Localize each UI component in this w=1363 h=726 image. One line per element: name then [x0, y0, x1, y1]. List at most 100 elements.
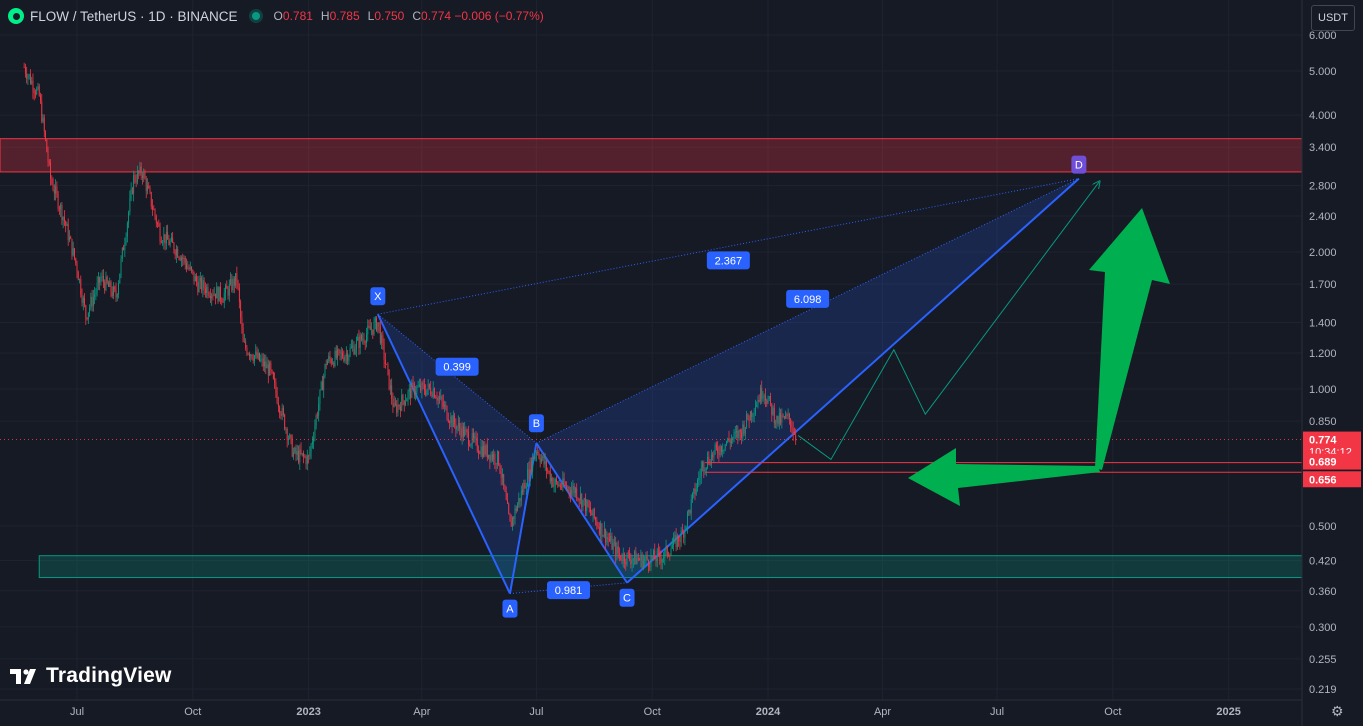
x-tick-label: 2023 [296, 706, 320, 718]
candle-body [28, 74, 30, 76]
candle-body [542, 456, 544, 459]
candle-body [494, 454, 496, 464]
candle-body [318, 403, 320, 416]
candle-body [771, 403, 773, 415]
candle-body [475, 436, 477, 438]
candle-body [673, 537, 675, 546]
candle-body [793, 433, 795, 435]
candle-body [56, 186, 58, 194]
candle-body [303, 453, 305, 457]
candle-body [681, 530, 683, 533]
candle-body [447, 419, 449, 422]
candle-body [693, 488, 695, 494]
candle-body [608, 539, 610, 541]
candle-body [397, 404, 399, 413]
candle-body [293, 452, 294, 457]
price-label-2: 0.656 [1309, 474, 1337, 486]
candle-body [556, 479, 557, 482]
candle-body [525, 486, 527, 489]
candle-body [309, 452, 311, 457]
x-tick-label: Apr [413, 706, 430, 718]
candle-body [585, 498, 586, 512]
candle-body [729, 440, 731, 444]
candle-body [271, 370, 273, 373]
symbol-header[interactable]: FLOW / TetherUS · 1D · BINANCE O0.781 H0… [8, 6, 552, 26]
candle-body [485, 444, 487, 455]
candle-body [344, 356, 346, 361]
candle-body [566, 485, 568, 489]
candle-body [66, 223, 68, 226]
candle-body [504, 485, 506, 492]
candle-body [592, 508, 594, 516]
candle-body [583, 498, 585, 500]
candle-body [183, 257, 185, 260]
candle-body [352, 345, 354, 347]
currency-selector[interactable]: USDT [1311, 5, 1355, 31]
candle-body [549, 471, 551, 482]
candle-body [595, 517, 597, 521]
candle-body [290, 434, 292, 438]
y-tick-label: 2.000 [1309, 247, 1337, 259]
candle-body [277, 403, 279, 407]
candle-body [627, 552, 629, 554]
candle-body [141, 175, 143, 178]
candle-body [462, 426, 464, 437]
y-tick-label: 0.500 [1309, 521, 1337, 533]
candle-body [379, 326, 381, 344]
candle-body [620, 555, 622, 560]
candle-body [173, 242, 175, 252]
candle-body [535, 452, 537, 455]
candle-body [227, 288, 229, 296]
candle-body [74, 248, 75, 259]
candle-body [241, 317, 243, 328]
candle-body [467, 432, 469, 445]
gear-icon[interactable]: ⚙ [1331, 703, 1344, 719]
y-tick-label: 2.800 [1309, 181, 1337, 193]
candle-body [140, 166, 142, 176]
candle-body [79, 279, 80, 281]
candle-body [593, 508, 595, 518]
candle-body [131, 188, 133, 194]
candle-body [768, 395, 770, 400]
candle-body [785, 414, 787, 419]
candle-body [490, 454, 492, 462]
candle-body [737, 430, 739, 438]
candle-body [373, 322, 375, 335]
candle-body [505, 491, 507, 500]
candle-body [619, 553, 620, 556]
ratio-label-bd: 6.098 [794, 294, 822, 306]
candle-body [266, 364, 268, 369]
candle-body [89, 307, 91, 313]
candle-body [586, 500, 588, 512]
candle-body [111, 291, 113, 296]
symbol-title[interactable]: FLOW / TetherUS · 1D · BINANCE [30, 8, 238, 24]
candle-body [204, 288, 206, 294]
candle-body [528, 469, 530, 479]
candle-body [578, 499, 580, 500]
candle-body [386, 363, 388, 365]
candle-body [85, 305, 87, 318]
candle-body [272, 372, 274, 379]
candle-body [61, 204, 63, 221]
candle-body [343, 357, 345, 361]
point-c-label: C [623, 593, 631, 605]
candle-body [242, 327, 244, 342]
candle-body [495, 463, 497, 465]
candle-body [316, 415, 318, 417]
candle-body [770, 395, 771, 404]
candle-body [577, 498, 579, 500]
candle-body [235, 273, 237, 286]
candle-body [228, 284, 230, 296]
candle-body [660, 557, 662, 563]
candle-body [371, 329, 372, 331]
brand-name: TradingView [46, 664, 172, 687]
candle-body [688, 510, 690, 513]
candle-body [71, 238, 73, 256]
candle-body [669, 555, 671, 557]
candle-body [121, 247, 123, 259]
candle-body [626, 552, 628, 565]
candle-body [220, 286, 221, 300]
candle-body [486, 444, 488, 458]
candle-body [782, 415, 784, 417]
